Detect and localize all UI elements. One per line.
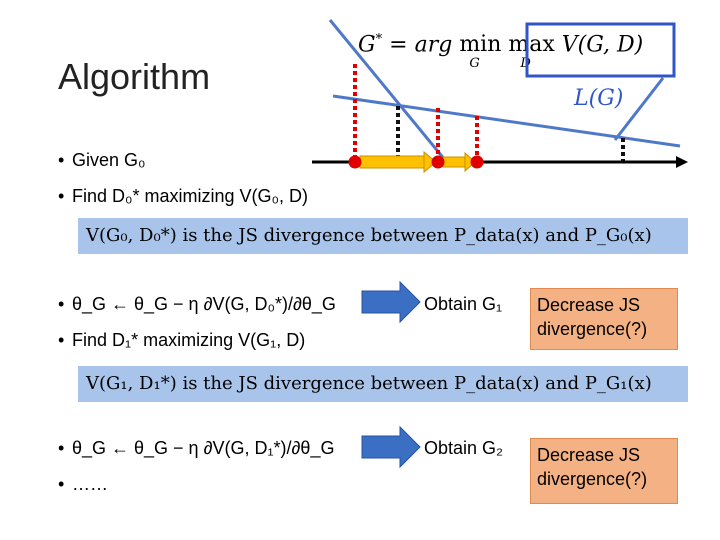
bullet-find-d1: • Find D₁* maximizing V(G₁, D) [58, 330, 306, 350]
bullet-update-theta-2: • θ_G ← θ_G − η ∂V(G, D₁*)/∂θ_G [58, 438, 335, 458]
pointer-line [613, 77, 665, 141]
bullet-ellipsis: •…… [58, 474, 108, 494]
loss-label: L(G) [574, 86, 624, 111]
bullet-update-theta-1: • θ_G ← θ_G − η ∂V(G, D₀*)/∂θ_G [58, 294, 336, 314]
obtain-g1-label: Obtain G₁ [424, 294, 503, 314]
decrease-js-note-2: Decrease JS divergence(?) [530, 438, 678, 504]
update-arrow-2 [442, 156, 468, 168]
js-divergence-bar-2 [78, 366, 688, 402]
gan-objective-formula: G* = arg min G max D V(G, D) [358, 32, 644, 72]
obtain-arrow-2 [361, 425, 421, 469]
obtain-g2-label: Obtain G₂ [424, 438, 504, 458]
bullet-find-d0: • Find D₀* maximizing V(G₀, D) [58, 186, 308, 206]
bullet-given-g0: • Given G₀ [58, 150, 146, 170]
js-divergence-text-2: V(G₁, D₁*) is the JS divergence between … [86, 373, 652, 394]
slide-title: Algorithm [58, 56, 211, 97]
decrease-js-note-1: Decrease JS divergence(?) [530, 288, 678, 350]
obtain-arrow-1 [361, 280, 421, 324]
tangent-line-2 [332, 94, 681, 148]
js-divergence-bar-1 [78, 218, 688, 254]
js-divergence-text-1: V(G₀, D₀*) is the JS divergence between … [86, 225, 652, 246]
point-theta-0 [348, 155, 362, 169]
axis-arrowhead [676, 156, 688, 168]
tangent-line-1 [328, 19, 447, 161]
update-arrow-1 [359, 155, 427, 169]
max-v-highlight-box [525, 22, 676, 78]
point-theta-1 [431, 155, 445, 169]
point-theta-2 [470, 155, 484, 169]
